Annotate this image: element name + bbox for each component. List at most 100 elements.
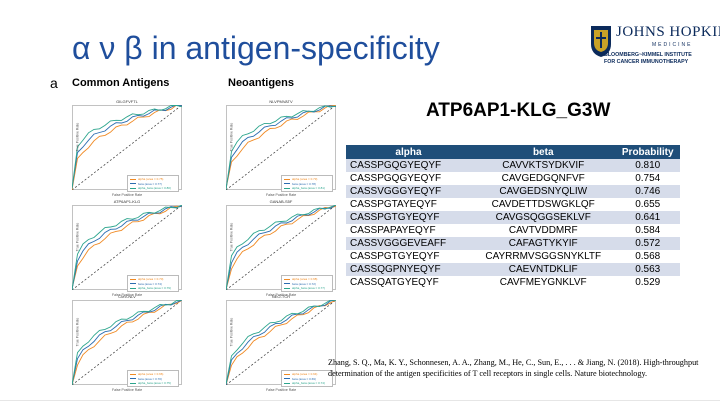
beta-cell: CAVGEDSNYQLIW xyxy=(470,185,616,198)
legend-item: alpha_beta (area = 0.81) xyxy=(284,186,325,190)
alpha-cell: CASSPGQGYEQYF xyxy=(346,159,471,172)
table-row: CASSPGQGYEQYF CAVVKTSYDKVIF 0.810 xyxy=(346,159,680,172)
chance-diagonal xyxy=(226,300,336,385)
legend-item: beta (area = 0.74) xyxy=(130,282,162,286)
legend-item: alpha (area = 0.73) xyxy=(284,177,317,181)
alpha-cell: CASSPGTGYEQYF xyxy=(346,250,471,263)
beta-cell: CAVGSQGGSEKLVF xyxy=(470,211,616,224)
legend-item: alpha (area = 0.66) xyxy=(130,372,163,376)
table-row: CASSVGGGEVEAFF CAFAGTYKYIF 0.572 xyxy=(346,237,680,250)
panel-letter: a xyxy=(50,75,58,91)
beta-cell: CAVTVDDMRF xyxy=(470,224,616,237)
roc-plot-title: NEO-TCR xyxy=(271,294,291,299)
probability-cell: 0.810 xyxy=(615,159,680,172)
chance-diagonal xyxy=(72,105,182,190)
beta-roc-curve xyxy=(72,205,182,290)
alpha-beta-roc-curve xyxy=(226,205,336,290)
legend-item: alpha (area = 0.75) xyxy=(130,177,163,181)
roc-plot: NLVPMVATV True Positive Rate False Positiv… xyxy=(226,99,336,197)
y-axis-label: True Positive Rate xyxy=(75,317,80,347)
beta-cell: CAVGEDGQNFVF xyxy=(470,172,616,185)
table-row: CASSPAPAYEQYF CAVTVDDMRF 0.584 xyxy=(346,224,680,237)
citation-text: Zhang, S. Q., Ma, K. Y., Schonnesen, A. … xyxy=(328,358,699,378)
epitope-title: ATP6AP1-KLG_G3W xyxy=(426,100,611,121)
table-row: CASSQGPNYEQYF CAEVNTDKLIF 0.563 xyxy=(346,263,680,276)
table-header-row: alpha beta Probability xyxy=(346,145,680,159)
divider xyxy=(0,400,720,401)
tcr-prediction-table: alpha beta Probability CASSPGQGYEQYF CAVV… xyxy=(346,145,680,289)
y-axis-label: True Positive Rate xyxy=(75,122,80,152)
y-axis-label: True Positive Rate xyxy=(229,317,234,347)
plot-legend: alpha (area = 0.70) beta (area = 0.74) alp… xyxy=(127,275,179,292)
logo-name: JOHNS HOPKINS xyxy=(616,24,720,40)
probability-cell: 0.568 xyxy=(615,250,680,263)
legend-item: alpha (area = 0.70) xyxy=(130,277,163,281)
beta-roc-curve xyxy=(226,105,336,189)
probability-cell: 0.563 xyxy=(615,263,680,276)
plot-legend: alpha (area = 0.75) beta (area = 0.77) alp… xyxy=(127,175,179,192)
beta-cell: CAEVNTDKLIF xyxy=(470,263,616,276)
plot-legend: alpha (area = 0.68) beta (area = 0.72) alp… xyxy=(281,275,333,292)
table-row: CASSPGQGYEQYF CAVGEDGQNFVF 0.754 xyxy=(346,172,680,185)
x-axis-label: False Positive Rate xyxy=(112,193,143,197)
beta-cell: CAVDETTDSWGKLQF xyxy=(470,198,616,211)
logo-institute-line1: BLOOMBERG~KIMMEL INSTITUTE xyxy=(604,52,692,58)
table-row: CASSPGTGYEQYF CAYRRMVSGGSNYKLTF 0.568 xyxy=(346,250,680,263)
legend-item: alpha_beta (area = 0.79) xyxy=(130,286,171,290)
legend-item: alpha (area = 0.64) xyxy=(284,372,317,376)
alpha-cell: CASSPGTAYEQYF xyxy=(346,198,471,211)
y-axis-label: True Positive Rate xyxy=(229,122,234,152)
legend-item: alpha (area = 0.68) xyxy=(284,277,317,281)
legend-item: alpha_beta (area = 0.80) xyxy=(130,186,171,190)
x-axis-label: False Positive Rate xyxy=(266,193,297,197)
beta-cell: CAVFMEYGNKLVF xyxy=(470,276,616,289)
roc-plot-title: GANAB-S5F xyxy=(269,199,293,204)
alpha-cell: CASSPAPAYEQYF xyxy=(346,224,471,237)
alpha-cell: CASSVGGGYEQYF xyxy=(346,185,471,198)
crest-icon xyxy=(591,26,611,57)
logo-institute-line2: FOR CANCER IMMUNOTHERAPY xyxy=(604,59,689,65)
roc-plot: CMV-NLV True Positive Rate False Positive … xyxy=(72,294,182,392)
probability-cell: 0.529 xyxy=(615,276,680,289)
legend-item: beta (area = 0.72) xyxy=(284,282,316,286)
beta-cell: CAVVKTSYDKVIF xyxy=(470,159,616,172)
legend-item: alpha_beta (area = 0.74) xyxy=(284,381,325,385)
probability-cell: 0.584 xyxy=(615,224,680,237)
x-axis-label: False Positive Rate xyxy=(112,388,143,392)
alpha-beta-roc-curve xyxy=(72,105,182,189)
legend-item: alpha_beta (area = 0.75) xyxy=(130,381,171,385)
roc-plot: NEO-TCR True Positive Rate False Positive … xyxy=(226,294,336,392)
roc-plot: GILGFVFTL True Positive Rate False Positiv… xyxy=(72,99,182,197)
alpha-beta-roc-curve xyxy=(72,205,182,290)
table-row: CASSPGTGYEQYF CAVGSQGGSEKLVF 0.641 xyxy=(346,211,680,224)
roc-plot: ATP6AP1-KLG True Positive Rate False Posit… xyxy=(72,199,182,297)
beta-cell: CAYRRMVSGGSNYKLTF xyxy=(470,250,616,263)
legend-item: beta (area = 0.77) xyxy=(130,182,162,186)
legend-item: alpha_beta (area = 0.77) xyxy=(284,286,325,290)
beta-cell: CAFAGTYKYIF xyxy=(470,237,616,250)
probability-cell: 0.655 xyxy=(615,198,680,211)
johns-hopkins-logo: JOHNS HOPKINS MEDICINE BLOOMBERG~KIMMEL … xyxy=(590,22,720,70)
column-header-probability: Probability xyxy=(615,145,680,159)
roc-plot-title: CMV-NLV xyxy=(118,294,136,299)
alpha-roc-curve xyxy=(226,205,336,290)
probability-cell: 0.641 xyxy=(615,211,680,224)
x-axis-label: False Positive Rate xyxy=(266,293,297,297)
chance-diagonal xyxy=(226,105,336,190)
plot-legend: alpha (area = 0.66) beta (area = 0.70) alp… xyxy=(127,370,179,387)
alpha-roc-curve xyxy=(226,105,336,189)
alpha-roc-curve xyxy=(72,205,182,289)
alpha-cell: CASSVGGGEVEAFF xyxy=(346,237,471,250)
alpha-cell: CASSQGPNYEQYF xyxy=(346,263,471,276)
column-header-alpha: alpha xyxy=(346,145,471,159)
chance-diagonal xyxy=(226,205,336,290)
logo-subtitle: MEDICINE xyxy=(652,42,693,48)
y-axis-label: True Positive Rate xyxy=(229,222,234,252)
column-header-beta: beta xyxy=(470,145,616,159)
x-axis-label: False Positive Rate xyxy=(112,293,143,297)
roc-plot-title: GILGFVFTL xyxy=(116,99,138,104)
roc-plot-title: NLVPMVATV xyxy=(269,99,293,104)
alpha-roc-curve xyxy=(72,300,182,385)
alpha-cell: CASSQATGYEQYF xyxy=(346,276,471,289)
beta-roc-curve xyxy=(72,105,182,189)
